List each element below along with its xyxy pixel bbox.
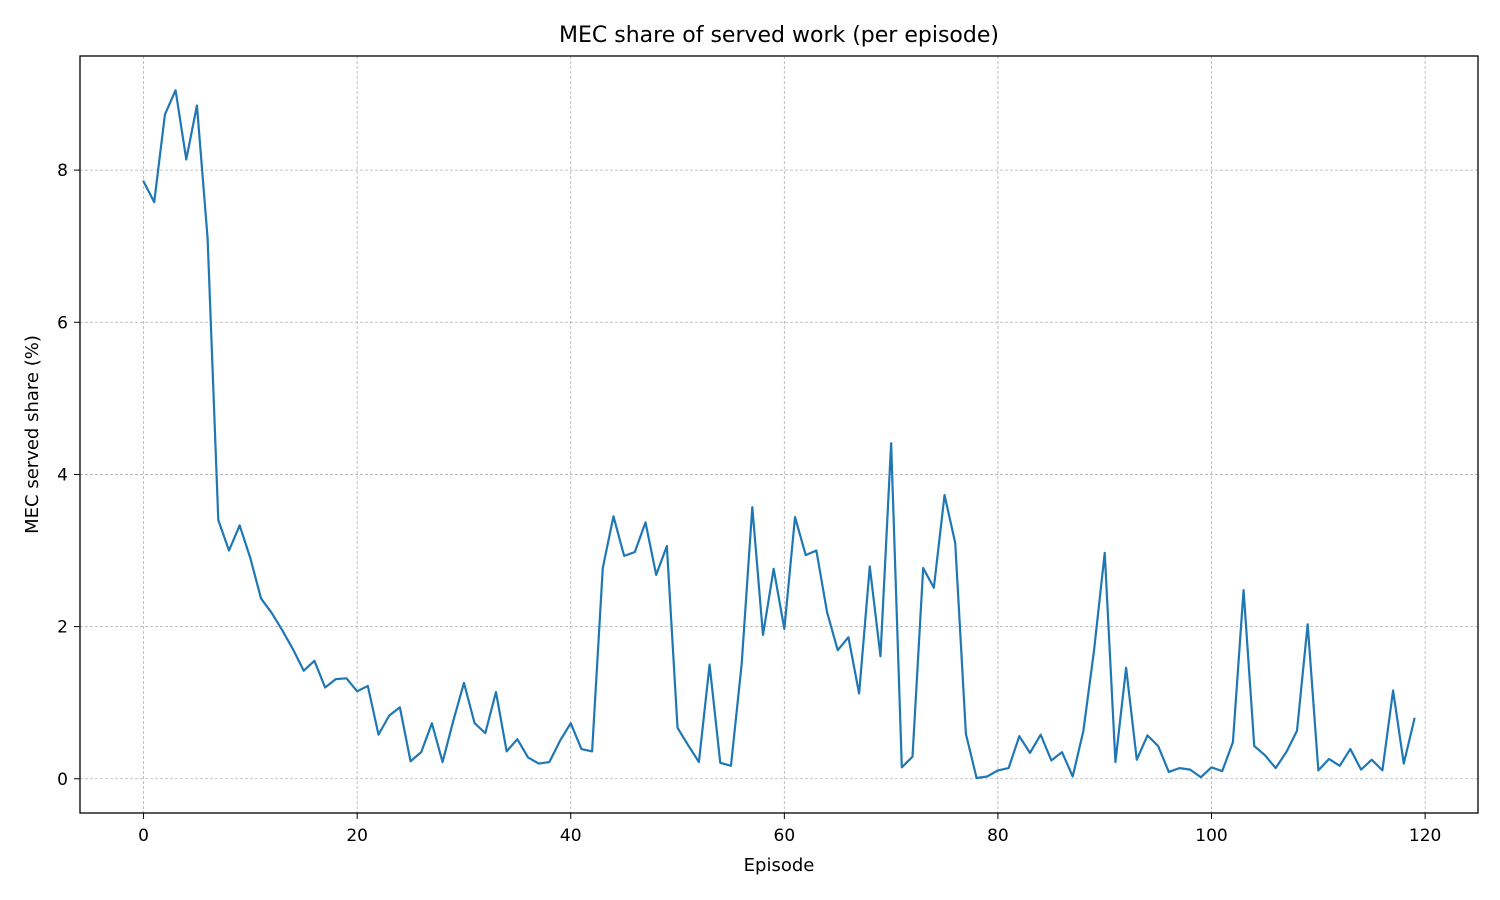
y-axis-label: MEC served share (%) — [22, 335, 43, 534]
y-tick-label: 0 — [57, 770, 68, 790]
y-tick-label: 8 — [57, 161, 68, 181]
y-tick-label: 6 — [57, 313, 68, 333]
x-tick-label: 0 — [138, 826, 149, 846]
x-tick-label: 60 — [774, 826, 796, 846]
x-tick-label: 120 — [1409, 826, 1441, 846]
grid — [80, 56, 1478, 813]
y-tick-label: 2 — [57, 618, 68, 638]
x-axis-ticks: 0 20 40 60 80 100 120 — [138, 813, 1441, 846]
x-tick-label: 20 — [346, 826, 368, 846]
plot-area — [79, 55, 1479, 814]
y-axis-ticks: 0 2 4 6 8 — [57, 161, 80, 790]
y-tick-label: 4 — [57, 465, 68, 485]
x-tick-label: 80 — [987, 826, 1009, 846]
x-tick-label: 40 — [560, 826, 582, 846]
x-tick-label: 100 — [1195, 826, 1227, 846]
series-line — [142, 89, 1416, 780]
chart-title: MEC share of served work (per episode) — [559, 23, 999, 48]
x-axis-label: Episode — [744, 855, 815, 876]
